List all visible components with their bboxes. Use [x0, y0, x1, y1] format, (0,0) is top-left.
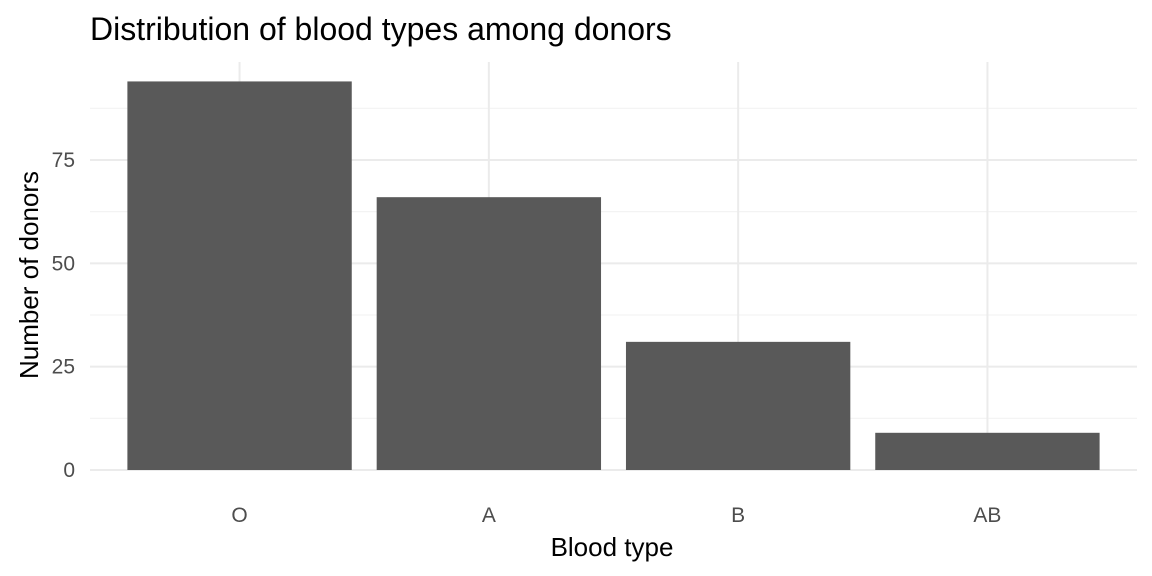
x-tick-label: A: [482, 504, 496, 527]
bar-b: [625, 341, 851, 470]
chart-title: Distribution of blood types among donors: [90, 11, 672, 47]
y-tick-label: 75: [52, 149, 75, 172]
x-tick-label: AB: [973, 504, 1001, 527]
bar-ab: [875, 432, 1100, 470]
y-tick-label: 0: [63, 459, 75, 482]
bars-layer: [127, 81, 1100, 470]
y-axis-title: Number of donors: [14, 171, 44, 379]
x-axis-title: Blood type: [551, 532, 674, 562]
bar-o: [127, 81, 352, 470]
x-tick-label: B: [731, 504, 745, 527]
y-tick-label: 50: [52, 252, 75, 275]
bar-a: [376, 197, 602, 470]
x-tick-label: O: [231, 504, 247, 527]
y-tick-label: 25: [52, 356, 75, 379]
